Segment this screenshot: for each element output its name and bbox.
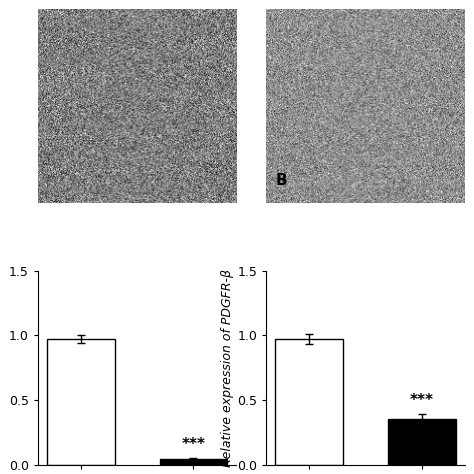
Y-axis label: Relative expression of PDGFR-β: Relative expression of PDGFR-β bbox=[221, 269, 234, 467]
Text: B: B bbox=[276, 173, 288, 188]
Text: ***: *** bbox=[182, 437, 206, 452]
Bar bbox=[388, 419, 456, 465]
Bar bbox=[47, 339, 115, 465]
Text: ***: *** bbox=[410, 393, 434, 408]
Bar bbox=[160, 459, 228, 465]
Bar bbox=[275, 339, 343, 465]
